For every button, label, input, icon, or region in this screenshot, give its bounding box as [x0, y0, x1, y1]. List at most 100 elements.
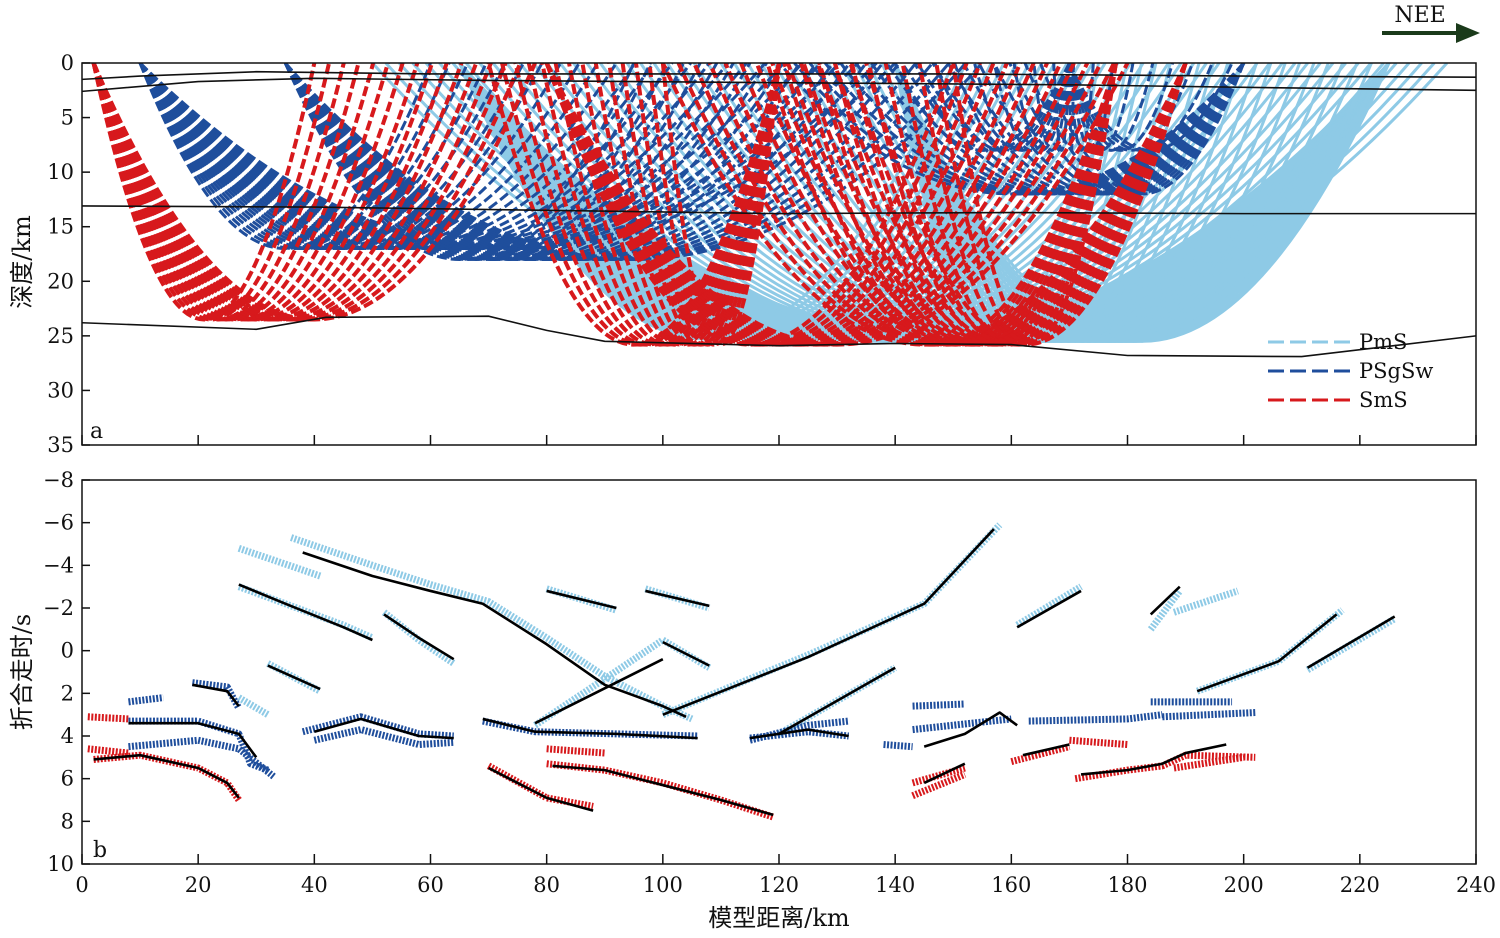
- x-tick-label: 240: [1456, 873, 1496, 897]
- sms-fan-ray: [934, 63, 1118, 343]
- psgsw-fan-ray: [138, 63, 562, 250]
- observed-pick-segment: [1074, 751, 1256, 783]
- direction-label: NEE: [1394, 3, 1445, 28]
- model-interfaces: [82, 70, 1476, 358]
- observed-pick-segment: [1172, 587, 1239, 616]
- calculated-curve: [923, 762, 966, 785]
- panel-b: −8 −6 −4 −2 0 2 4 6 8 10 0 20 40 60 80 100 120 140 160 180…: [8, 468, 1496, 932]
- observed-pick-segment: [237, 694, 270, 718]
- y-tick-label: 15: [47, 215, 74, 239]
- x-tick-label: 40: [301, 873, 328, 897]
- x-tick-label: 60: [417, 873, 444, 897]
- calculated-curve: [1080, 743, 1227, 776]
- calculated-curve: [267, 664, 321, 691]
- observed-pick-segment: [1147, 588, 1183, 632]
- calculated-curve: [749, 728, 849, 740]
- observed-pick-segment: [912, 715, 1012, 734]
- sms-fan-ray: [866, 63, 1118, 344]
- psgsw-fan-ray: [138, 63, 451, 251]
- psgsw-fan-ray: [138, 63, 804, 251]
- y-tick-label: 4: [61, 724, 74, 748]
- observed-pick-segment: [191, 679, 242, 710]
- observed-pick-segment: [546, 745, 606, 757]
- sms-fan-ray: [692, 63, 1188, 347]
- psgsw-fan-ray: [284, 63, 984, 261]
- sms-fan-ray: [544, 63, 956, 347]
- calculated-curve: [552, 764, 774, 817]
- observed-series: [93, 528, 1396, 817]
- sms-fan-ray: [799, 63, 1118, 344]
- calculated-curve: [778, 666, 896, 735]
- legend: PmS PSgSw SmS: [1268, 330, 1433, 412]
- psgsw-fan-ray: [1032, 63, 1071, 152]
- y-tick-label: −8: [43, 468, 74, 492]
- observed-pick-segment: [1162, 709, 1256, 721]
- panel-a: 0 5 10 15 20 25 30 35 深度/km a PmS PSgSw SmS: [8, 51, 1477, 457]
- observed-pick-segment: [289, 534, 694, 723]
- y-tick-label: 10: [47, 160, 74, 184]
- sms-fan-ray: [816, 63, 1118, 344]
- psgsw-fan-ray: [1067, 63, 1155, 152]
- psgsw-fan-ray: [913, 63, 1071, 152]
- observed-pick-segment: [1305, 615, 1397, 673]
- psgsw-fan-ray: [1067, 63, 1175, 152]
- observed-pick-segment: [883, 741, 913, 751]
- sms-fan-ray: [765, 63, 1118, 344]
- observed-pick-segment: [313, 726, 454, 749]
- psgsw-fan-ray: [283, 63, 719, 261]
- psgsw-fan-ray: [284, 63, 768, 261]
- sms-fan: [765, 63, 1118, 344]
- legend-label: PSgSw: [1359, 359, 1433, 383]
- calculated-curve: [1149, 585, 1181, 616]
- observed-pick-segment: [1015, 583, 1083, 629]
- calculated-curve: [662, 640, 710, 667]
- y-tick-label: 5: [61, 106, 74, 130]
- calculated-curve: [482, 717, 698, 740]
- sms-fan-ray: [849, 63, 1118, 344]
- direction-arrow-head: [1456, 23, 1480, 43]
- calculated-curve: [192, 683, 240, 707]
- y-tick-label: 2: [61, 681, 74, 705]
- psgsw-fan-ray: [1067, 63, 1076, 152]
- calculated-curve: [383, 613, 455, 661]
- psgsw-fan-ray: [972, 63, 1071, 152]
- psgsw-series: [128, 679, 1256, 780]
- observed-pick-segment: [661, 522, 1003, 718]
- calculated-curve: [923, 711, 1018, 748]
- observed-pick-segment: [546, 760, 775, 821]
- observed-pick-segment: [1010, 743, 1071, 765]
- observed-pick-segment: [1195, 607, 1345, 695]
- psgsw-fan-ray: [138, 63, 488, 251]
- ray-paths: [91, 63, 1449, 347]
- panel-b-y-axis: −8 −6 −4 −2 0 2 4 6 8 10: [43, 468, 90, 876]
- calculated-curve: [313, 717, 454, 740]
- calculated-curve: [93, 753, 240, 799]
- observed-pick-segment: [301, 713, 454, 740]
- calculated-curve: [1306, 615, 1396, 669]
- legend-label: PmS: [1359, 330, 1407, 354]
- panel-b-ylabel: 折合走时/s: [8, 614, 36, 730]
- observed-pick-segment: [1173, 753, 1245, 772]
- y-tick-label: 30: [47, 378, 74, 402]
- psgsw-fan: [893, 63, 1234, 152]
- psgsw-fan-ray: [946, 63, 1245, 196]
- y-tick-label: −4: [43, 553, 74, 577]
- observed-pick-segment: [87, 713, 129, 723]
- observed-pick-segment: [1028, 711, 1163, 725]
- y-tick-label: −6: [43, 511, 74, 535]
- calculated-curve: [662, 528, 995, 716]
- observed-pick-segment: [749, 717, 850, 744]
- psgsw-fan-ray: [138, 63, 525, 250]
- x-tick-label: 100: [643, 873, 683, 897]
- sms-fan: [91, 63, 537, 322]
- calculated-curve: [1196, 613, 1338, 693]
- calculated-curve: [645, 589, 710, 608]
- psgsw-fan-ray: [953, 63, 1071, 152]
- y-tick-label: 0: [61, 51, 74, 75]
- sms-fan-ray: [864, 63, 1188, 347]
- x-tick-label: 140: [875, 873, 915, 897]
- interface-line: [82, 205, 1476, 215]
- panel-a-x-ticks: [81, 435, 1477, 445]
- calculated-curve: [1016, 589, 1082, 629]
